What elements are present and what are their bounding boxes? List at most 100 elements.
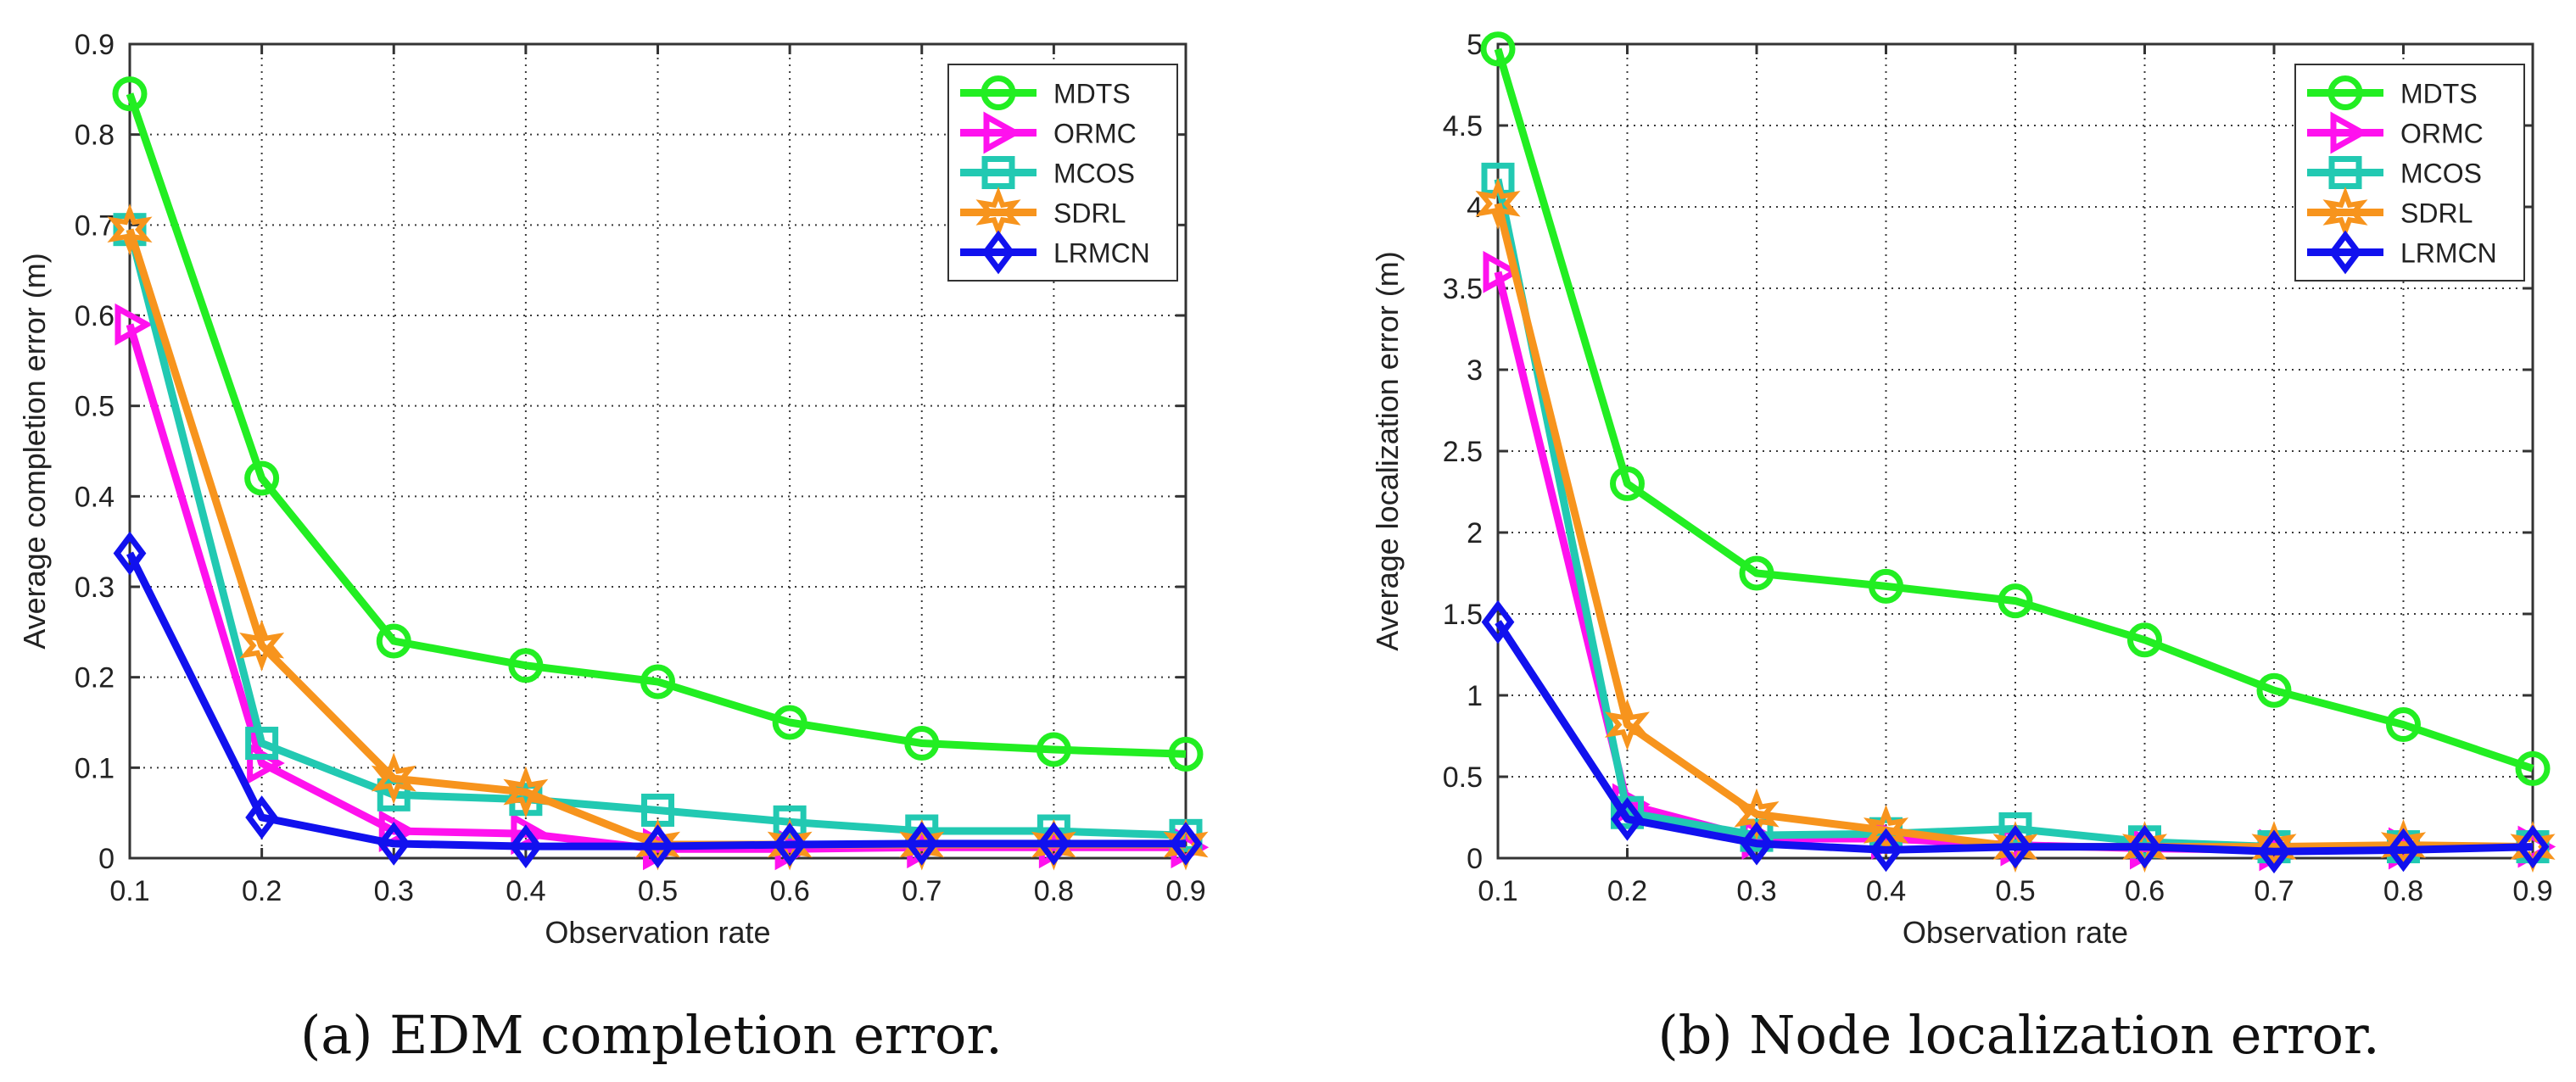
chart-b-point-mdts xyxy=(2256,672,2292,708)
chart-a-x-tick-label: 0.5 xyxy=(638,875,678,907)
chart-b-point-sdrl xyxy=(1734,788,1780,840)
chart-a-x-tick-label: 0.2 xyxy=(242,875,282,907)
chart-a-ticks: 0.1 0.2 0.3 0.4 0.5 0.6 0.7 0.8 0.900.10.20.30.4… xyxy=(75,29,1206,907)
chart-b-point-lrmcn xyxy=(2516,824,2550,869)
chart-b-legend-marker xyxy=(2330,111,2369,154)
chart-a-y-tick-label: 0.3 xyxy=(75,572,115,604)
chart-b-x-tick-label: 0.7 xyxy=(2254,875,2294,907)
chart-b-point-lrmcn xyxy=(1481,600,1515,644)
chart-b-y-tick-label: 1 xyxy=(1467,680,1483,712)
chart-a-line-lrmcn xyxy=(126,551,1186,851)
chart-b-legend-label: LRMCN xyxy=(2400,238,2497,269)
chart-b-legend-item-mdts: MDTS xyxy=(2307,75,2478,110)
chart-a-series xyxy=(107,76,1210,871)
chart-b-caption: (b) Node localization error. xyxy=(1657,1004,2379,1066)
chart-a-point-lrmcn xyxy=(905,822,939,866)
chart-b-x-tick-label: 0.2 xyxy=(1607,875,1647,907)
chart-b-point-sdrl xyxy=(1604,699,1651,751)
chart-a-legend-label: LRMCN xyxy=(1053,238,1150,269)
chart-a-legend-label: SDRL xyxy=(1053,198,1126,229)
chart-b-legend: MDTS ORMC MCOS SDRL LRMCN xyxy=(2294,64,2525,282)
chart-b-point-mdts xyxy=(1739,555,1774,591)
chart-a-legend-label: MCOS xyxy=(1053,159,1135,189)
chart-b-point-lrmcn xyxy=(2257,829,2291,874)
chart-a-x-axis-label: Observation rate xyxy=(545,915,770,950)
chart-a-legend-label: ORMC xyxy=(1053,119,1137,149)
chart-a-grid xyxy=(130,44,1186,858)
chart-b-point-lrmcn xyxy=(1869,828,1903,873)
chart-b-legend-marker xyxy=(2327,75,2363,110)
chart-b-legend-label: ORMC xyxy=(2400,119,2484,149)
chart-b-legend-item-mcos: MCOS xyxy=(2307,156,2482,189)
chart-b-point-mcos xyxy=(1481,162,1515,196)
chart-a-y-tick-label: 0.9 xyxy=(75,29,115,61)
chart-a-point-mdts xyxy=(376,623,411,659)
chart-a-y-axis-label: Average completion error (m) xyxy=(17,253,52,650)
chart-b-point-lrmcn xyxy=(1740,821,1774,866)
chart-a-point-sdrl xyxy=(371,752,416,805)
chart-a-legend-item-sdrl: SDRL xyxy=(960,186,1126,239)
chart-b-point-mdts xyxy=(2386,707,2421,743)
chart-b-legend-label: MCOS xyxy=(2400,159,2482,189)
chart-b-point-mdts xyxy=(1998,583,2033,619)
chart-b-point-lrmcn xyxy=(2387,828,2420,873)
chart-a-legend-item-lrmcn: LRMCN xyxy=(960,230,1150,275)
chart-a-point-mdts xyxy=(1036,732,1071,767)
chart-a-line-mcos xyxy=(126,228,1187,839)
chart-a-legend-label: MDTS xyxy=(1053,79,1131,109)
chart-panel-a: (a) EDM completion error. 0.1 0.2 0.3 0.4 0.… xyxy=(17,29,1210,1066)
chart-a-point-lrmcn xyxy=(1037,822,1070,866)
chart-a-x-tick-label: 0.8 xyxy=(1034,875,1074,907)
chart-a-legend-marker xyxy=(983,111,1022,154)
chart-b-point-ormc xyxy=(1483,250,1522,293)
chart-b-y-tick-label: 0.5 xyxy=(1443,761,1483,794)
chart-b-point-mdts xyxy=(1480,31,1516,67)
chart-b-line-lrmcn xyxy=(1495,620,2534,856)
chart-a-y-tick-label: 0.1 xyxy=(75,752,115,784)
chart-a-y-tick-label: 0 xyxy=(98,843,115,875)
chart-b-point-mdts xyxy=(2515,750,2551,786)
chart-b-point-mdts xyxy=(2127,622,2162,658)
chart-b-legend-item-lrmcn: LRMCN xyxy=(2307,230,2497,275)
chart-a-legend-marker xyxy=(981,156,1015,189)
chart-a-legend-marker xyxy=(981,75,1016,110)
chart-b-point-lrmcn xyxy=(2128,824,2161,869)
chart-b-point-lrmcn xyxy=(1998,824,2032,869)
chart-a-point-mdts xyxy=(112,76,148,112)
chart-b-point-mdts xyxy=(1869,568,1903,604)
chart-a-point-mcos xyxy=(773,805,807,839)
chart-b-y-tick-label: 2 xyxy=(1467,517,1483,549)
chart-b-point-lrmcn xyxy=(1611,797,1644,841)
chart-b-x-axis-label: Observation rate xyxy=(1903,915,2128,950)
chart-a-x-tick-label: 0.6 xyxy=(769,875,809,907)
chart-b-y-tick-label: 4.5 xyxy=(1443,110,1483,142)
chart-b-x-tick-label: 0.9 xyxy=(2512,875,2552,907)
chart-a-point-mdts xyxy=(1168,736,1204,772)
chart-a-caption: (a) EDM completion error. xyxy=(300,1004,1003,1066)
chart-a-point-lrmcn xyxy=(641,824,674,868)
chart-b-point-sdrl xyxy=(1475,177,1521,230)
chart-a-point-mdts xyxy=(772,705,807,740)
chart-b-y-tick-label: 0 xyxy=(1467,843,1483,875)
chart-b-legend-label: SDRL xyxy=(2400,198,2473,229)
chart-a-series-lrmcn xyxy=(113,531,1203,868)
chart-b-x-tick-label: 0.1 xyxy=(1478,875,1517,907)
chart-b-series xyxy=(1475,31,2556,874)
chart-a-x-tick-label: 0.1 xyxy=(109,875,149,907)
chart-b-series-lrmcn xyxy=(1481,600,2550,874)
chart-b-y-tick-label: 5 xyxy=(1467,29,1483,61)
chart-a-y-tick-label: 0.4 xyxy=(75,481,115,513)
chart-b-point-mdts xyxy=(1610,466,1645,501)
chart-a-x-tick-label: 0.3 xyxy=(374,875,414,907)
chart-a-point-mdts xyxy=(904,726,940,761)
chart-b-series-mdts xyxy=(1480,31,2551,786)
chart-b-y-axis-label: Average localization error (m) xyxy=(1370,251,1405,651)
chart-a-point-sdrl xyxy=(503,766,549,818)
chart-b-y-tick-label: 1.5 xyxy=(1443,599,1483,631)
chart-b-y-tick-label: 3.5 xyxy=(1443,273,1483,305)
chart-a-legend-item-mcos: MCOS xyxy=(960,156,1135,189)
chart-a-legend-item-ormc: ORMC xyxy=(960,111,1137,154)
chart-b-ticks: 0.1 0.2 0.3 0.4 0.5 0.6 0.7 0.8 0.9 0 0.5 1 1.5 2 2.5 3… xyxy=(1443,29,2553,907)
chart-panel-b: (b) Node localization error. 0.1 0.2 0.3 0.… xyxy=(1370,29,2556,1066)
